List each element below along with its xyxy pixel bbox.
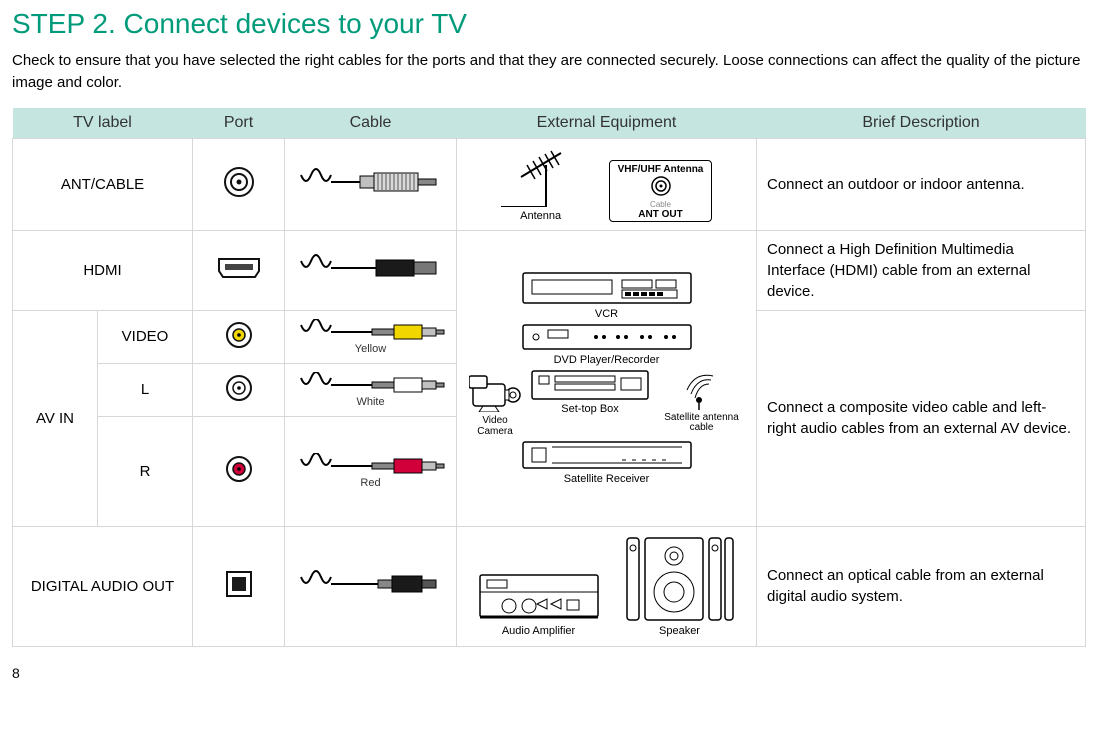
equip-digital-audio-out: Audio Amplifier [457,526,757,646]
label-antcable: ANT/CABLE [13,138,193,230]
header-tvlabel: TV label [13,108,193,139]
equip-antcable: Antenna VHF/UHF Antenna Cable ANT OUT [457,138,757,230]
desc-hdmi: Connect a High Definition Multimedia Int… [757,230,1086,310]
equip-cable-label: Cable [618,200,704,209]
equip-amp-label: Audio Amplifier [479,625,599,637]
equip-antout-label: ANT OUT [618,209,704,220]
equip-dvd-label: DVD Player/Recorder [554,354,660,366]
vcr-icon [522,272,692,304]
step-title: STEP 2. Connect devices to your TV [12,8,1086,40]
hdmi-cable-icon [296,253,446,283]
coax-cable-icon [296,167,446,197]
header-port: Port [193,108,285,139]
speaker-icon [625,536,735,622]
label-avin-group: AV IN [13,310,98,526]
label-avin-video: VIDEO [98,310,193,363]
cable-avin-r: Red [285,416,457,526]
header-cable: Cable [285,108,457,139]
settop-icon [531,370,649,400]
port-antcable [193,138,285,230]
cable-digital-audio-out [285,526,457,646]
equip-sat-antenna-label: Satellite antenna cable [657,413,746,434]
optical-port-icon [224,569,254,599]
cable-label-white: White [356,396,384,408]
rca-port-yellow-icon [224,320,254,350]
desc-digital-audio-out: Connect an optical cable from an externa… [757,526,1086,646]
cable-avin-video: Yellow [285,310,457,363]
header-equipment: External Equipment [457,108,757,139]
antenna-icon [501,147,581,207]
port-hdmi [193,230,285,310]
dvd-icon [522,324,692,350]
hdmi-port-icon [217,257,261,279]
equip-hdmi-avin-shared: VCR DVD Player/Recorder [457,230,757,526]
satellite-antenna-icon [685,370,719,410]
rca-cable-red-icon [296,453,446,479]
page-number: 8 [12,665,1086,681]
ant-out-port-icon [650,175,672,197]
optical-cable-icon [296,569,446,599]
desc-avin: Connect a composite video cable and left… [757,310,1086,526]
rca-cable-yellow-icon [296,319,446,345]
cable-label-red: Red [360,477,380,489]
intro-paragraph: Check to ensure that you have selected t… [12,50,1086,94]
rca-port-red-icon [224,454,254,484]
port-avin-r [193,416,285,526]
equip-antenna-label: Antenna [501,210,581,222]
cable-avin-l: White [285,363,457,416]
port-avin-l [193,363,285,416]
equip-speaker-label: Speaker [625,625,735,637]
port-avin-video [193,310,285,363]
row-digital-audio-out: DIGITAL AUDIO OUT [13,526,1086,646]
port-digital-audio-out [193,526,285,646]
cable-hdmi [285,230,457,310]
row-hdmi: HDMI [13,230,1086,310]
cable-antcable [285,138,457,230]
row-antcable: ANT/CABLE [13,138,1086,230]
video-camera-icon [469,370,521,412]
cable-label-yellow: Yellow [355,343,386,355]
desc-antcable: Connect an outdoor or indoor antenna. [757,138,1086,230]
header-desc: Brief Description [757,108,1086,139]
label-hdmi: HDMI [13,230,193,310]
equip-settop-label: Set-top Box [531,403,649,415]
rca-cable-white-icon [296,372,446,398]
audio-amplifier-icon [479,574,599,622]
label-digital-audio-out: DIGITAL AUDIO OUT [13,526,193,646]
connection-table: TV label Port Cable External Equipment B… [12,108,1086,647]
label-avin-r: R [98,416,193,526]
coax-port-icon [222,165,256,199]
equip-video-camera-label: Video Camera [467,415,523,437]
label-avin-l: L [98,363,193,416]
equip-sat-receiver-label: Satellite Receiver [564,473,650,485]
satellite-receiver-icon [522,441,692,469]
equip-vhfuhf-label: VHF/UHF Antenna [618,164,704,175]
rca-port-white-icon [224,373,254,403]
equip-vcr-label: VCR [595,308,618,320]
